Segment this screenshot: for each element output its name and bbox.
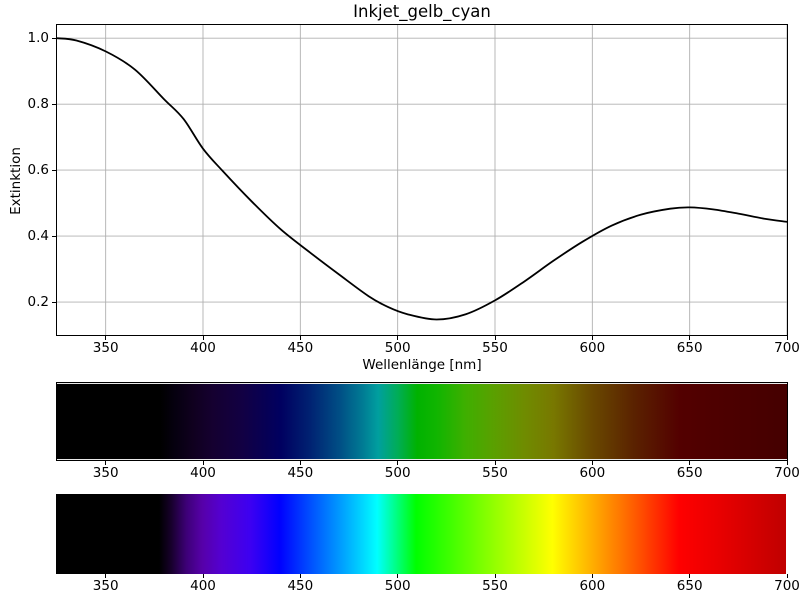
x-tick-mark — [397, 336, 399, 340]
full-spectrum-gradient — [56, 494, 786, 574]
band-x-tick-label: 600 — [579, 578, 606, 594]
x-tick-label: 600 — [579, 340, 606, 356]
y-tick-mark — [52, 301, 56, 303]
y-tick-label: 0.8 — [27, 96, 49, 113]
band-x-tick-label: 500 — [384, 578, 411, 594]
band-x-tick-mark — [105, 574, 107, 578]
transmitted-spectrum-band — [56, 382, 788, 461]
y-tick-label: 0.6 — [27, 162, 49, 179]
y-tick-mark — [52, 235, 56, 237]
band-x-tick-label: 400 — [190, 578, 216, 594]
band-x-tick-mark — [591, 461, 593, 465]
x-tick-label: 650 — [676, 340, 703, 356]
band-x-tick-mark — [494, 574, 496, 578]
extinction-curve-plot — [57, 25, 787, 335]
y-tick-label: 0.4 — [27, 228, 49, 245]
x-tick-mark — [202, 336, 204, 340]
band-x-tick-mark — [299, 461, 301, 465]
x-tick-mark — [591, 336, 593, 340]
x-tick-label: 450 — [287, 340, 314, 356]
band-x-tick-mark — [397, 461, 399, 465]
band-x-tick-label: 350 — [92, 578, 119, 594]
band-x-tick-label: 400 — [190, 465, 216, 481]
band-x-tick-mark — [591, 574, 593, 578]
band-x-tick-label: 500 — [384, 465, 411, 481]
transmitted-spectrum-gradient — [57, 383, 787, 460]
x-tick-mark — [689, 336, 691, 340]
band-x-tick-label: 700 — [774, 578, 800, 594]
x-tick-mark — [786, 336, 788, 340]
band-x-tick-mark — [689, 574, 691, 578]
band-x-tick-mark — [786, 574, 788, 578]
band-x-tick-mark — [105, 461, 107, 465]
band-x-tick-mark — [202, 574, 204, 578]
band-x-tick-label: 650 — [676, 465, 703, 481]
y-tick-mark — [52, 169, 56, 171]
x-tick-label: 550 — [482, 340, 508, 356]
x-tick-label: 400 — [190, 340, 216, 356]
band-x-tick-label: 700 — [774, 465, 800, 481]
band-bottom-edge-line — [57, 459, 787, 460]
band-x-tick-label: 450 — [287, 465, 314, 481]
band-x-tick-mark — [786, 461, 788, 465]
y-axis-label: Extinktion — [8, 147, 24, 215]
x-tick-mark — [494, 336, 496, 340]
line-plot-area — [56, 24, 788, 336]
band-x-tick-mark — [397, 574, 399, 578]
extinction-curve — [57, 37, 787, 321]
band-x-tick-label: 550 — [482, 465, 508, 481]
band-x-tick-mark — [299, 574, 301, 578]
y-tick-label: 0.2 — [27, 294, 49, 311]
x-tick-mark — [299, 336, 301, 340]
band-x-tick-mark — [689, 461, 691, 465]
band-top-edge-line — [57, 383, 787, 384]
y-tick-mark — [52, 103, 56, 105]
chart-title: Inkjet_gelb_cyan — [353, 2, 491, 21]
band-x-tick-label: 650 — [676, 578, 703, 594]
x-tick-label: 700 — [774, 340, 800, 356]
full-spectrum-band — [56, 494, 786, 574]
band-x-tick-label: 450 — [287, 578, 314, 594]
band-x-tick-label: 600 — [579, 465, 606, 481]
y-tick-label: 1.0 — [27, 30, 49, 47]
x-tick-label: 350 — [92, 340, 119, 356]
band-x-tick-label: 350 — [92, 465, 119, 481]
x-tick-label: 500 — [384, 340, 411, 356]
x-tick-mark — [105, 336, 107, 340]
y-tick-mark — [52, 37, 56, 39]
band-x-tick-mark — [202, 461, 204, 465]
band-x-tick-mark — [494, 461, 496, 465]
band-x-tick-label: 550 — [482, 578, 508, 594]
x-axis-label: Wellenlänge [nm] — [362, 357, 482, 373]
